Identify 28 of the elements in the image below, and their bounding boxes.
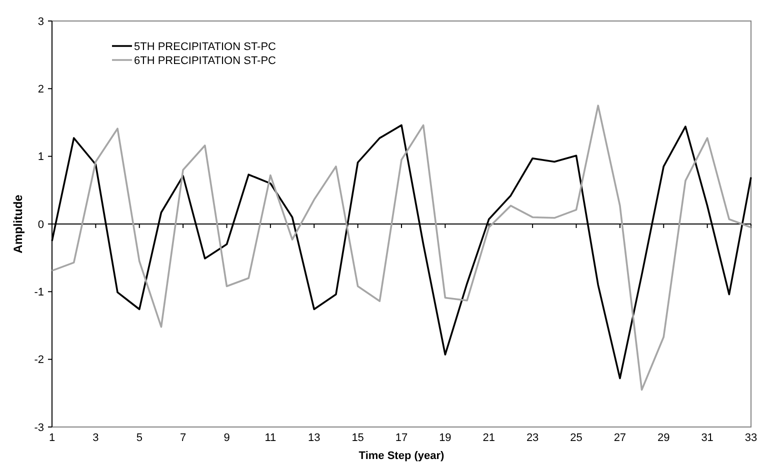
legend-label: 5TH PRECIPITATION ST-PC [134,40,276,53]
y-tick-label: 2 [38,84,44,96]
y-tick-label: -3 [34,422,44,434]
x-tick-label: 1 [48,432,56,444]
x-tick-label: 15 [352,432,364,444]
x-tick-label: 13 [308,432,320,444]
x-tick-label: 7 [180,432,186,444]
x-axis-title: Time Step (year) [358,450,445,462]
legend-label: 6TH PRECIPITATION ST-PC [134,54,276,67]
y-tick-label: 0 [38,218,44,231]
x-tick-label: 25 [570,432,582,444]
y-tick-label: 1 [38,151,44,164]
x-tick-label: 31 [701,432,714,444]
y-tick-label: -2 [34,354,44,366]
x-tick-label: 23 [526,432,539,444]
x-tick-label: 5 [136,432,142,444]
x-tick-label: 29 [658,432,670,444]
x-tick-label: 27 [614,432,626,444]
x-tick-label: 17 [395,432,408,444]
x-tick-label: 33 [744,432,758,444]
x-tick-label: 19 [439,432,452,444]
x-tick-label: 21 [482,432,495,444]
y-axis-title: Amplitude [11,194,25,254]
y-tick-label: 3 [38,16,44,28]
y-tick-label: -1 [34,286,44,299]
x-tick-label: 3 [92,432,99,444]
x-tick-label: 11 [264,432,276,444]
x-tick-label: 9 [224,432,230,444]
